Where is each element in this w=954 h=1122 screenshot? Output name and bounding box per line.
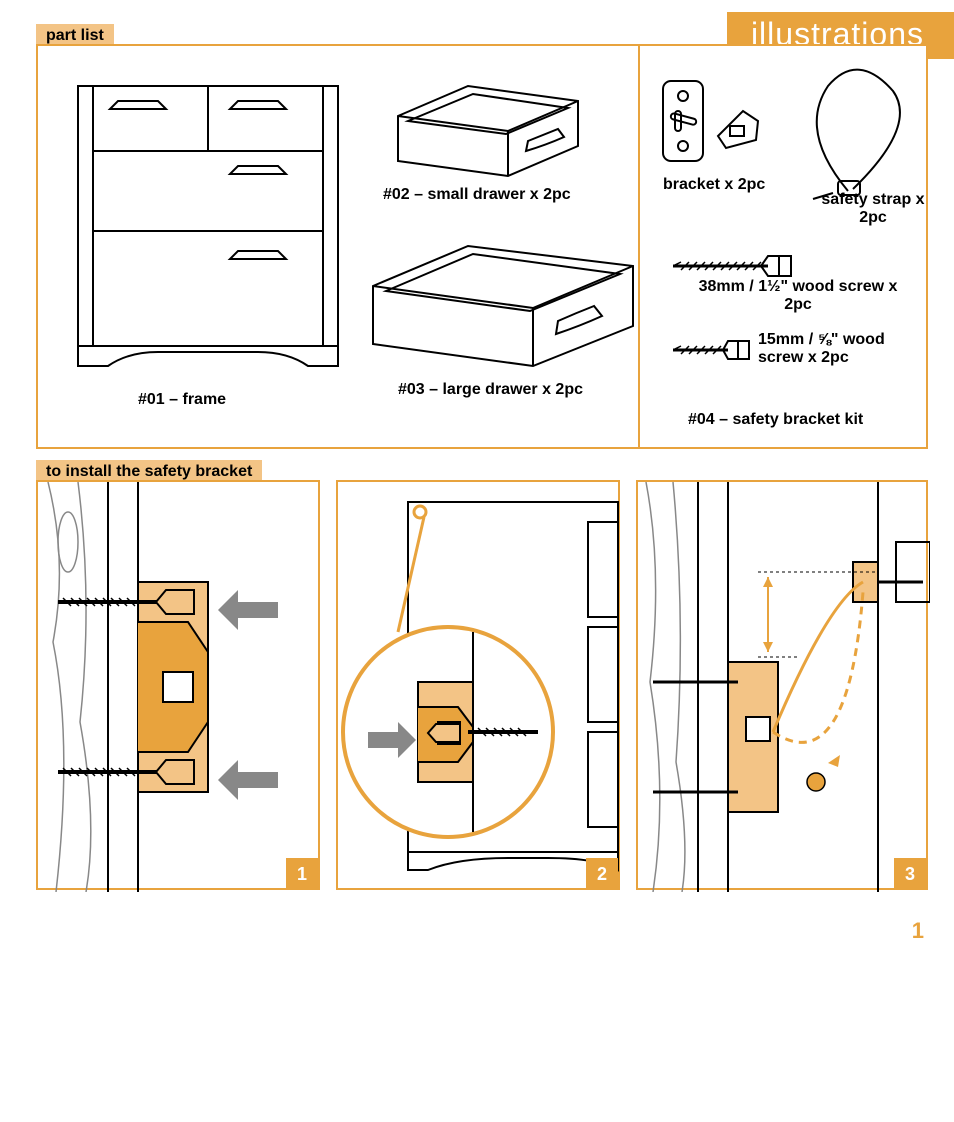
short-screw-label: 15mm / ⅝" wood screw x 2pc (758, 331, 918, 367)
large-drawer-icon (358, 236, 648, 376)
partlist-panel: #01 – frame #02 – small drawer x 2pc #03… (36, 44, 928, 449)
step3-panel: 25mm / 1" 3 (636, 480, 928, 890)
step2-illustration (338, 482, 622, 892)
step1-badge: 1 (286, 858, 318, 890)
strap-label: safety strap x 2pc (818, 191, 928, 227)
long-screw-label: 38mm / 1½" wood screw x 2pc (698, 278, 898, 314)
bracket-icon (658, 76, 768, 176)
large-drawer-label: #03 – large drawer x 2pc (398, 381, 583, 399)
frame-icon (68, 76, 348, 386)
step2-panel: 2 (336, 480, 620, 890)
step1-panel: 1 (36, 480, 320, 890)
small-drawer-label: #02 – small drawer x 2pc (383, 186, 571, 204)
long-screw-icon (673, 251, 793, 281)
safety-kit-label: #04 – safety bracket kit (688, 411, 863, 429)
step3-illustration (638, 482, 930, 892)
page-number: 1 (912, 918, 924, 944)
step1-illustration (38, 482, 322, 892)
frame-label: #01 – frame (138, 391, 226, 409)
partlist-divider (638, 46, 640, 447)
bracket-label: bracket x 2pc (663, 176, 765, 194)
safety-strap-icon (788, 61, 918, 201)
short-screw-icon (673, 336, 753, 364)
step3-badge: 3 (894, 858, 926, 890)
small-drawer-icon (378, 76, 598, 186)
step2-badge: 2 (586, 858, 618, 890)
